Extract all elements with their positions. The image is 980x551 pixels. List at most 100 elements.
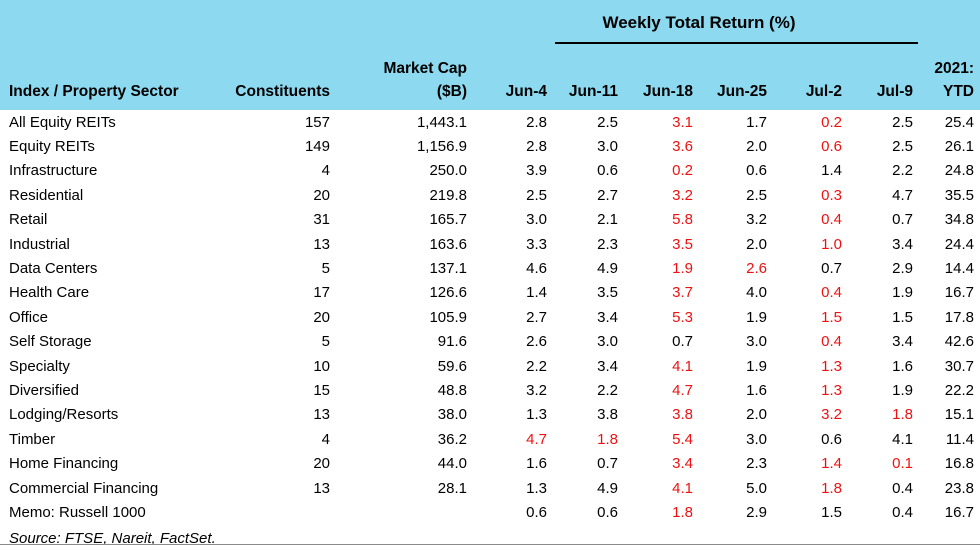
weekly-return-cell: 1.3 [526,479,547,497]
weekly-return-cell: 0.4 [892,479,913,497]
sector-cell: Timber [9,430,56,448]
constituents-cell: 31 [313,211,330,229]
weekly-return-cell: 2.2 [526,357,547,375]
weekly-return-cell: 0.6 [597,162,618,180]
weekly-return-cell: 3.5 [597,284,618,302]
col-header-market-cap: Market Cap ($B) [337,0,473,110]
sector-cell: Memo: Russell 1000 [9,503,146,521]
weekly-return-cell: 3.2 [672,186,693,204]
weekly-return-cell: 0.3 [821,186,842,204]
weekly-return-cell: 1.4 [821,162,842,180]
weekly-return-cell: 1.8 [672,503,693,521]
col-header-jun18: Jun-18 [624,0,699,110]
constituents-cell: 13 [313,479,330,497]
constituents-cell: 13 [313,235,330,253]
weekly-return-cell: 2.5 [892,113,913,131]
weekly-return-cell: 2.9 [892,260,913,278]
weekly-return-cell: 4.7 [672,381,693,399]
weekly-return-cell: 0.1 [892,455,913,473]
market-cap-cell: 1,156.9 [416,138,467,156]
col-header-jul9: Jul-9 [848,0,919,110]
constituents-cell: 157 [304,113,330,131]
col-header-jul2: Jul-2 [773,0,848,110]
market-cap-cell: 91.6 [437,333,467,351]
ytd-cell: 25.4 [944,113,974,131]
weekly-return-cell: 0.4 [892,503,913,521]
col-header-jun4: Jun-4 [473,0,553,110]
ytd-cell: 11.4 [945,430,974,448]
ytd-line2: YTD [943,83,974,100]
constituents-cell: 20 [313,308,330,326]
col-header-jun11: Jun-11 [553,0,624,110]
market-cap-cell: 28.1 [437,479,467,497]
ytd-cell: 23.8 [944,479,974,497]
weekly-return-cell: 5.3 [672,308,693,326]
weekly-return-cell: 3.3 [526,235,547,253]
weekly-return-cell: 2.0 [746,235,767,253]
weekly-return-cell: 1.9 [892,381,913,399]
ytd-cell: 30.7 [944,357,974,375]
sector-cell: Lodging/Resorts [9,406,119,424]
market-cap-cell: 1,443.1 [416,113,467,131]
weekly-return-cell: 4.1 [892,430,913,448]
weekly-return-cell: 2.6 [526,333,547,351]
weekly-return-cell: 3.0 [597,138,618,156]
table-row: Equity REITs 149 1,156.9 2.8 3.0 3.6 2.0… [0,134,980,158]
weekly-return-cell: 2.5 [526,186,547,204]
weekly-return-cell: 3.4 [672,455,693,473]
weekly-return-cell: 1.3 [821,357,842,375]
ytd-cell: 42.6 [944,333,974,351]
weekly-return-cell: 2.7 [597,186,618,204]
weekly-return-cell: 2.5 [597,113,618,131]
weekly-return-cell: 4.1 [672,479,693,497]
market-cap-cell: 48.8 [437,381,467,399]
weekly-return-cell: 3.2 [821,406,842,424]
market-cap-cell: 219.8 [429,186,467,204]
weekly-return-cell: 3.4 [892,235,913,253]
weekly-return-cell: 2.3 [597,235,618,253]
table-row: Office 20 105.9 2.7 3.4 5.3 1.9 1.5 1.5 … [0,305,980,329]
weekly-return-cell: 1.6 [892,357,913,375]
sector-cell: Infrastructure [9,162,98,180]
weekly-return-cell: 0.7 [672,333,693,351]
table-row: Commercial Financing 13 28.1 1.3 4.9 4.1… [0,476,980,500]
constituents-cell: 10 [313,357,330,375]
weekly-return-cell: 3.0 [746,430,767,448]
weekly-return-cell: 5.4 [672,430,693,448]
table-row: Lodging/Resorts 13 38.0 1.3 3.8 3.8 2.0 … [0,403,980,427]
weekly-return-cell: 1.5 [821,503,842,521]
weekly-return-cell: 3.4 [597,357,618,375]
weekly-return-cell: 3.0 [746,333,767,351]
constituents-cell: 149 [304,138,330,156]
weekly-return-cell: 1.4 [821,455,842,473]
table-row: Home Financing 20 44.0 1.6 0.7 3.4 2.3 1… [0,451,980,475]
weekly-return-cell: 0.4 [821,211,842,229]
ytd-cell: 17.8 [944,308,974,326]
weekly-return-cell: 1.9 [672,260,693,278]
market-cap-line1: Market Cap [383,60,467,77]
weekly-return-cell: 3.4 [597,308,618,326]
constituents-cell: 4 [321,162,330,180]
sector-cell: All Equity REITs [9,113,116,131]
weekly-return-cell: 1.8 [597,430,618,448]
table-row: Data Centers 5 137.1 4.6 4.9 1.9 2.6 0.7… [0,256,980,280]
weekly-return-cell: 3.4 [892,333,913,351]
constituents-cell [215,500,337,524]
table-header-row: Index / Property Sector Constituents Mar… [0,0,980,110]
weekly-return-cell: 4.7 [526,430,547,448]
col-header-sector: Index / Property Sector [0,0,215,110]
weekly-return-cell: 1.3 [526,406,547,424]
weekly-return-cell: 3.0 [597,333,618,351]
sector-cell: Industrial [9,235,70,253]
col-header-constituents: Constituents [215,0,337,110]
weekly-return-cell: 2.0 [746,406,767,424]
table-row: Health Care 17 126.6 1.4 3.5 3.7 4.0 0.4… [0,281,980,305]
ytd-cell: 16.7 [944,284,974,302]
weekly-return-cell: 1.6 [526,455,547,473]
weekly-return-cell: 1.8 [821,479,842,497]
sector-cell: Home Financing [9,455,119,473]
weekly-return-cell: 3.8 [597,406,618,424]
weekly-return-cell: 2.9 [746,503,767,521]
weekly-return-cell: 0.6 [821,138,842,156]
weekly-return-cell: 2.5 [746,186,767,204]
